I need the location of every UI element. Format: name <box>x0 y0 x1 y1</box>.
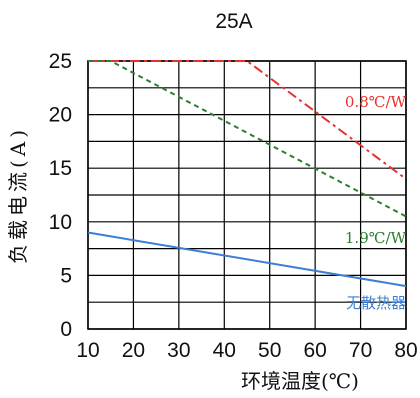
x-tick-label: 50 <box>258 339 281 362</box>
y-tick-label: 15 <box>49 157 72 180</box>
y-tick-label: 10 <box>49 211 72 234</box>
x-tick-labels: 10 20 30 40 50 60 70 80 <box>76 339 417 362</box>
y-tick-label: 0 <box>60 318 72 341</box>
chart-title: 25A <box>215 10 252 33</box>
x-tick-label: 30 <box>167 339 190 362</box>
series-line-1 <box>88 60 407 218</box>
y-tick-label: 5 <box>60 264 72 287</box>
y-tick-label: 20 <box>49 104 72 127</box>
x-tick-label: 60 <box>303 339 326 362</box>
x-tick-label: 40 <box>213 339 236 362</box>
grid <box>87 60 407 330</box>
series-label-1: 1.9℃/W <box>345 229 407 247</box>
series-line-0 <box>88 60 407 180</box>
y-tick-label: 25 <box>49 50 72 73</box>
series-lines <box>87 60 407 288</box>
y-tick-labels: 0 5 10 15 20 25 <box>49 50 72 341</box>
x-tick-label: 70 <box>349 339 372 362</box>
y-axis-label: 负载电流(A) <box>6 126 30 264</box>
series-label-2: 无散热器 <box>346 294 406 312</box>
plot-frame <box>87 60 407 330</box>
x-tick-label: 20 <box>122 339 145 362</box>
series-labels: 0.8℃/W 1.9℃/W 无散热器 <box>345 93 407 312</box>
x-tick-label: 10 <box>76 339 99 362</box>
x-axis-label: 环境温度(℃) <box>241 369 359 393</box>
series-label-0: 0.8℃/W <box>345 93 407 111</box>
x-tick-label: 80 <box>394 339 417 362</box>
series-line-2 <box>87 231 407 288</box>
